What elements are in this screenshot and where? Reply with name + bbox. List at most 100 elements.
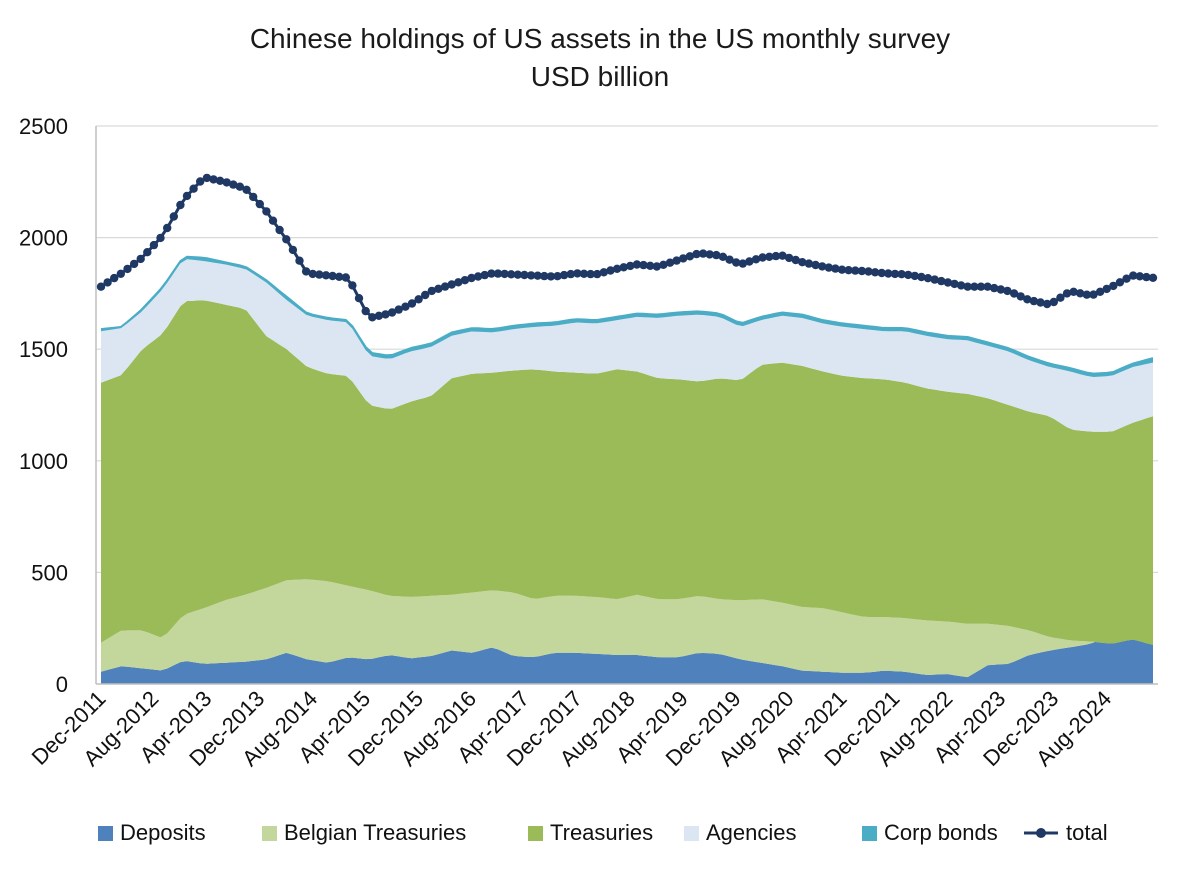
total-point (718, 252, 728, 261)
total-point (566, 269, 575, 279)
total-point (586, 269, 595, 279)
total-point (990, 283, 999, 293)
chart-subtitle: USD billion (531, 61, 670, 92)
total-point (282, 235, 291, 244)
total-point (473, 272, 483, 281)
legend-swatch-deposits (98, 826, 113, 841)
total-point (646, 261, 655, 270)
total-point (275, 225, 284, 235)
y-tick-label: 2000 (19, 226, 68, 251)
total-point (182, 191, 192, 201)
total-point (421, 290, 430, 300)
total-point (341, 273, 350, 282)
total-point (387, 308, 397, 317)
total-point (692, 249, 701, 259)
total-point (923, 274, 933, 283)
total-point (507, 270, 516, 279)
total-point (143, 248, 152, 257)
total-point (315, 270, 324, 279)
total-point (540, 271, 549, 281)
total-point (189, 184, 198, 193)
total-point (136, 254, 145, 264)
total-point (758, 253, 767, 262)
total-point (976, 282, 986, 291)
total-point (798, 258, 807, 267)
total-point (1042, 299, 1052, 309)
total-point (1069, 287, 1078, 296)
legend-label-agencies: Agencies (706, 820, 797, 845)
total-point (751, 255, 761, 264)
total-point (996, 285, 1005, 294)
total-point (169, 212, 178, 221)
total-point (1115, 278, 1125, 287)
corp-bonds-edge (100, 255, 1154, 375)
total-point (1082, 290, 1092, 299)
legend-label-corp-bonds: Corp bonds (884, 820, 998, 845)
legend-swatch-treasuries (528, 826, 543, 841)
total-point (1089, 290, 1098, 299)
total-point (513, 270, 522, 279)
total-point (1062, 289, 1072, 298)
total-point (579, 269, 589, 278)
legend-label-total: total (1066, 820, 1108, 845)
total-point (222, 178, 231, 187)
y-tick-label: 0 (56, 672, 68, 697)
y-tick-labels: 0 500 1000 1500 2000 2500 (19, 114, 68, 697)
total-point (407, 299, 417, 308)
total-point (447, 280, 456, 289)
legend-label-belgian-treasuries: Belgian Treasuries (284, 820, 466, 845)
total-point (249, 192, 258, 202)
total-point (897, 270, 906, 279)
total-point (672, 256, 681, 265)
total-point (235, 182, 245, 191)
total-point (163, 223, 172, 233)
total-point (698, 249, 708, 258)
total-point (1122, 274, 1131, 283)
total-point (520, 270, 529, 280)
total-point (725, 255, 734, 264)
total-point (335, 272, 344, 281)
total-point (791, 255, 800, 265)
total-point (619, 263, 628, 272)
total-point (156, 233, 165, 243)
total-point (1029, 296, 1039, 306)
total-point (771, 251, 781, 261)
legend: Deposits Belgian Treasuries Treasuries Agen… (98, 820, 1108, 845)
total-point (1095, 287, 1105, 296)
total-point (1135, 272, 1145, 281)
total-point (877, 268, 886, 278)
total-point (937, 276, 946, 286)
total-point (784, 253, 794, 263)
total-point (844, 266, 853, 275)
total-point (374, 311, 384, 320)
total-point (268, 216, 278, 225)
total-point (685, 252, 695, 261)
total-point (831, 264, 840, 273)
total-point (851, 266, 860, 275)
total-point (1129, 271, 1138, 280)
total-point (983, 282, 992, 291)
axes (95, 126, 1158, 685)
total-point (765, 252, 774, 261)
total-point (381, 310, 390, 319)
total-point (639, 260, 648, 270)
total-point (857, 266, 867, 276)
total-point (487, 269, 496, 278)
total-point (1076, 289, 1085, 298)
total-point (811, 260, 820, 270)
total-point (255, 199, 264, 209)
total-point (864, 267, 873, 276)
total-point (1049, 297, 1059, 307)
stacked-areas (100, 255, 1154, 684)
legend-marker-total (1036, 828, 1046, 838)
total-point (460, 276, 470, 285)
total-point (321, 271, 331, 280)
total-point (824, 263, 833, 272)
total-point (917, 272, 926, 282)
total-point (606, 266, 615, 275)
total-point (599, 268, 608, 277)
total-point (652, 262, 661, 271)
y-tick-label: 500 (31, 560, 68, 585)
total-point (116, 269, 126, 278)
